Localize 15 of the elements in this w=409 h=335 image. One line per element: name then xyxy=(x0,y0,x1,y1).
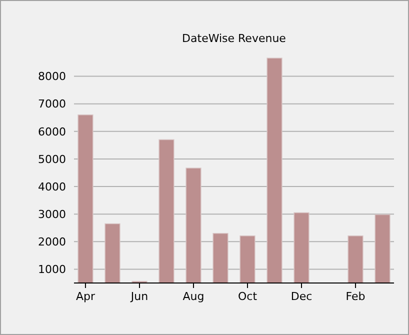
y-tick-label: 5000 xyxy=(38,152,66,166)
x-tick-label: Aug xyxy=(182,290,204,303)
x-tick-label: Feb xyxy=(346,290,366,303)
y-tick-label: 7000 xyxy=(38,98,66,111)
y-tick-label: 4000 xyxy=(38,180,66,194)
x-tick-label: Oct xyxy=(238,290,258,303)
y-tick-label: 1000 xyxy=(38,263,66,276)
y-tick-label: 3000 xyxy=(38,208,66,221)
chart-title: DateWise Revenue xyxy=(182,32,286,45)
x-tick-label: Jun xyxy=(130,290,148,303)
y-tick-label: 6000 xyxy=(38,125,66,138)
x-tick-label: Dec xyxy=(290,290,312,303)
y-tick-label: 2000 xyxy=(38,236,66,249)
x-tick-label: Apr xyxy=(76,290,96,303)
y-tick-label: 8000 xyxy=(38,70,66,84)
